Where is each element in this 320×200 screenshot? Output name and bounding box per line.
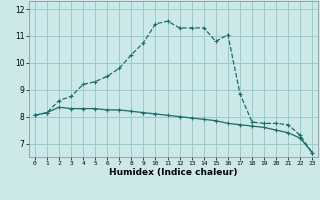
X-axis label: Humidex (Indice chaleur): Humidex (Indice chaleur) [109, 168, 238, 177]
